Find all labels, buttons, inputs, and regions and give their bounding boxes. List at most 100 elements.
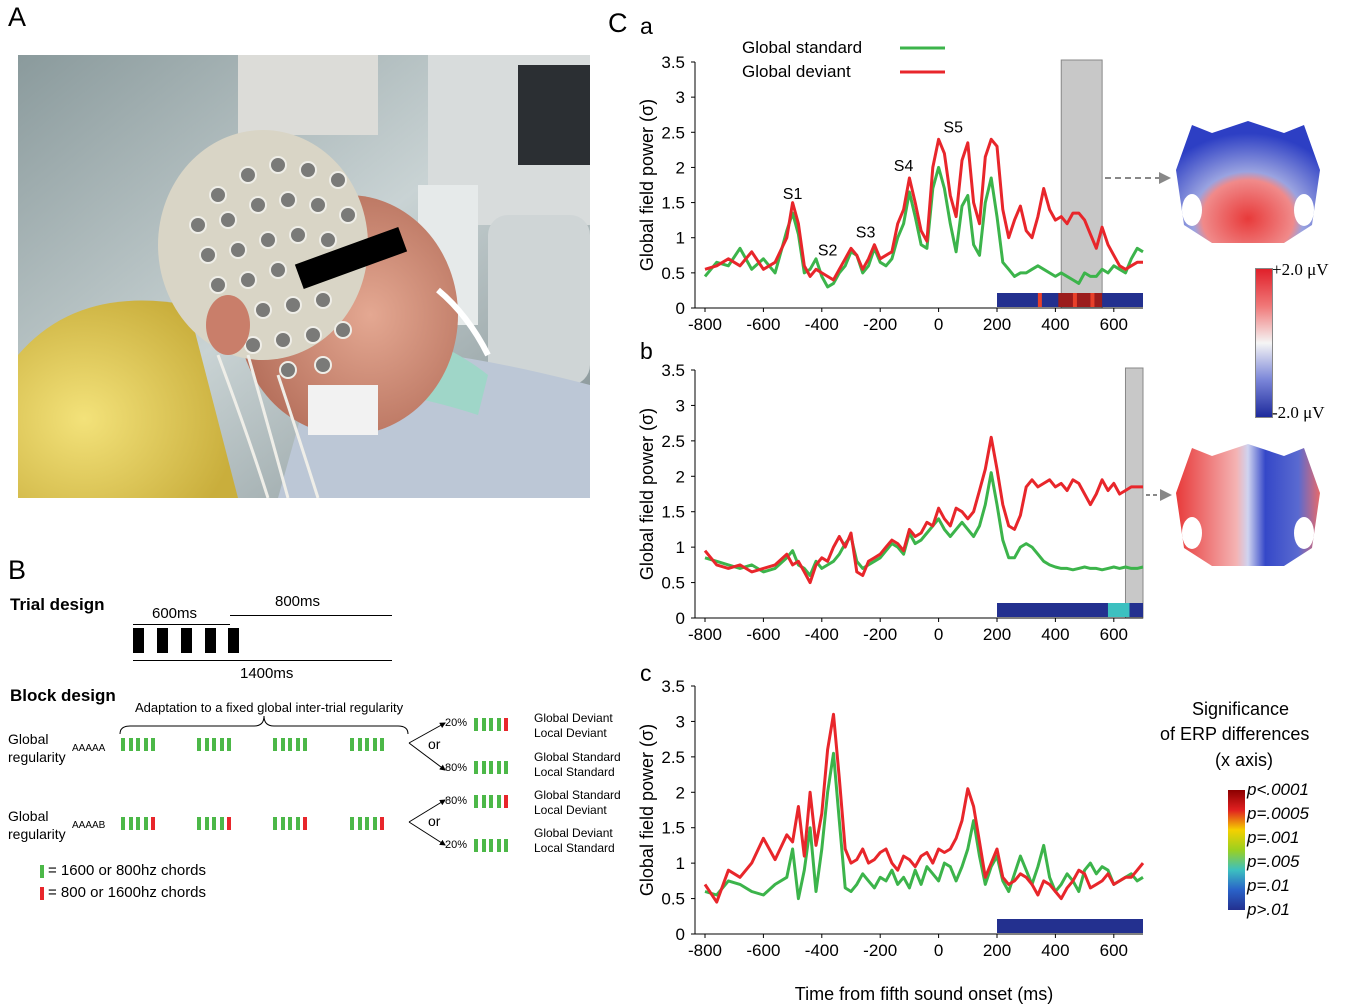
y-tick-label: 2.5 bbox=[661, 432, 685, 451]
significance-bar bbox=[997, 603, 1143, 617]
chord-bar-standard bbox=[350, 817, 354, 830]
x-tick-label: 0 bbox=[934, 625, 943, 644]
chord-bar-standard bbox=[481, 761, 486, 774]
subpanel-label-a: a bbox=[640, 13, 653, 39]
chord-bar-standard bbox=[288, 817, 292, 830]
analysis-window bbox=[1124, 367, 1144, 619]
significance-level-label: p>.01 bbox=[1247, 900, 1291, 919]
chord-bar-standard bbox=[504, 761, 508, 774]
chord-bar-standard bbox=[136, 738, 140, 751]
series-line bbox=[704, 471, 1144, 577]
series-line bbox=[704, 137, 1143, 282]
chord-bar-deviant bbox=[151, 817, 155, 830]
x-tick-label: 0 bbox=[934, 941, 943, 960]
chord-bar-standard bbox=[481, 795, 486, 808]
series-line bbox=[703, 712, 1145, 904]
row2-sequence-label: AAAAB bbox=[72, 820, 106, 831]
series-line bbox=[703, 165, 1144, 289]
row2-global-label: Global bbox=[8, 808, 49, 824]
arrow-to-scalp-a bbox=[1105, 172, 1171, 184]
y-tick-label: 2.5 bbox=[661, 123, 685, 142]
peak-annotation: S1 bbox=[783, 186, 803, 203]
y-tick-label: 2 bbox=[676, 158, 685, 177]
significance-bar-highlight bbox=[1107, 603, 1130, 617]
x-tick-label: 200 bbox=[983, 315, 1011, 334]
chord-bar-standard bbox=[474, 718, 478, 731]
significance-level-label: p=.001 bbox=[1247, 828, 1300, 847]
x-tick-label: 400 bbox=[1041, 625, 1069, 644]
chord-bar-standard bbox=[357, 817, 362, 830]
chord-bar-standard bbox=[372, 738, 377, 751]
y-tick-label: 0.5 bbox=[661, 574, 685, 593]
series-line bbox=[704, 751, 1144, 901]
chord-block bbox=[181, 628, 192, 653]
y-tick-label: 1 bbox=[676, 854, 685, 873]
chord-bar-standard bbox=[504, 839, 508, 852]
significance-bar-highlight bbox=[1037, 293, 1042, 307]
chord-bar-standard bbox=[204, 738, 209, 751]
trial-1400-line bbox=[133, 660, 392, 661]
chord-bar-deviant bbox=[504, 718, 508, 731]
outcome-4-line2: Local Standard bbox=[534, 841, 615, 855]
chord-bar-standard bbox=[380, 738, 384, 751]
significance-level-label: p<.0001 bbox=[1247, 780, 1309, 799]
colorbar-max-label: +2.0 μV bbox=[1272, 260, 1329, 279]
trial-design-title: Trial design bbox=[10, 595, 105, 614]
chord-bar-standard bbox=[288, 738, 292, 751]
analysis-window bbox=[1060, 59, 1103, 309]
scalp-colorbar bbox=[1255, 268, 1273, 418]
y-tick-label: 1 bbox=[676, 229, 685, 248]
pct-label-1: 20% bbox=[445, 717, 468, 729]
chord-bar-standard bbox=[481, 718, 486, 731]
chord-block bbox=[133, 628, 144, 653]
x-tick-label: -200 bbox=[863, 625, 897, 644]
chord-bar-standard bbox=[143, 817, 148, 830]
chord-bar-standard bbox=[489, 761, 493, 774]
x-tick-label: -600 bbox=[746, 625, 780, 644]
chord-bar-deviant bbox=[303, 817, 307, 830]
brace-icon bbox=[119, 715, 409, 735]
y-tick-label: 3.5 bbox=[661, 361, 685, 380]
chord-bar-standard bbox=[481, 839, 486, 852]
chord-bar-standard bbox=[496, 718, 501, 731]
y-tick-label: 1.5 bbox=[661, 819, 685, 838]
chord-bar-standard bbox=[204, 817, 209, 830]
outcome-3-line2: Local Deviant bbox=[534, 803, 607, 817]
chord-bar-standard bbox=[128, 817, 133, 830]
scalp-map-b bbox=[1176, 444, 1320, 566]
chord-bar-standard bbox=[197, 738, 201, 751]
row1-sequence-label: AAAAA bbox=[72, 743, 106, 754]
chord-bar-standard bbox=[372, 817, 377, 830]
trial-600-line bbox=[133, 624, 230, 625]
subpanel-label-c: c bbox=[640, 660, 652, 686]
significance-bar bbox=[997, 919, 1143, 933]
outcome-1-line2: Local Deviant bbox=[534, 726, 607, 740]
x-tick-label: -400 bbox=[805, 625, 839, 644]
significance-level-label: p=.01 bbox=[1247, 876, 1291, 895]
x-tick-label: 400 bbox=[1041, 315, 1069, 334]
x-tick-label: 200 bbox=[983, 625, 1011, 644]
chord-bar-standard bbox=[496, 795, 501, 808]
y-tick-label: 3 bbox=[676, 712, 685, 731]
y-axis-label: Global field power (σ) bbox=[637, 99, 657, 271]
y-tick-label: 0 bbox=[676, 925, 685, 944]
key-green-swatch bbox=[40, 865, 44, 878]
panel-label-b-main: B bbox=[8, 555, 27, 585]
y-tick-label: 3.5 bbox=[661, 677, 685, 696]
outcome-3-line1: Global Standard bbox=[534, 788, 621, 802]
trial-800-line bbox=[230, 615, 392, 616]
chord-bar-standard bbox=[143, 738, 148, 751]
chord-block bbox=[228, 628, 239, 653]
x-tick-label: 200 bbox=[983, 941, 1011, 960]
x-tick-label: -800 bbox=[688, 625, 722, 644]
brace-label: Adaptation to a fixed global inter-trial… bbox=[135, 700, 404, 715]
significance-level-label: p=.0005 bbox=[1247, 804, 1309, 823]
chord-bar-standard bbox=[474, 761, 478, 774]
key-red-swatch bbox=[40, 887, 44, 900]
y-tick-label: 1.5 bbox=[661, 194, 685, 213]
x-tick-label: -600 bbox=[746, 941, 780, 960]
peak-annotation: S3 bbox=[856, 225, 876, 242]
subpanel-label-b: b bbox=[640, 338, 653, 364]
trial-design-800ms-label: 800ms bbox=[275, 593, 321, 610]
y-tick-label: 3 bbox=[676, 88, 685, 107]
